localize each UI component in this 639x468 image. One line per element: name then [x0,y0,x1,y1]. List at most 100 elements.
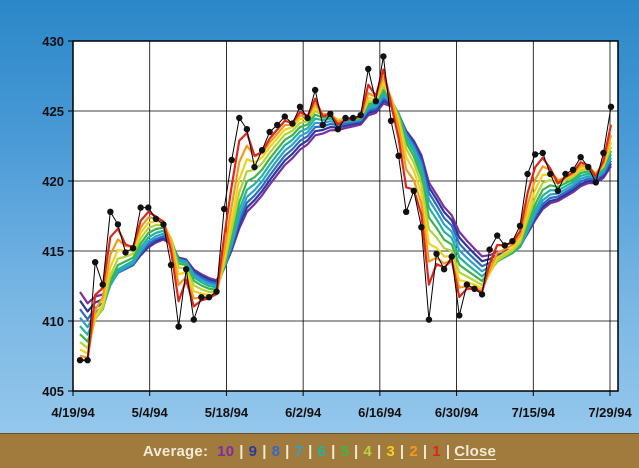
x-tick-label: 4/19/94 [51,405,95,420]
chart: 405 410 415 420 425 430 4/19/94 5/4/94 5/18/94 6/… [42,34,632,420]
x-tick-label: 5/18/94 [205,405,249,420]
price-point [433,250,440,257]
separator: | [445,442,451,460]
price-series [76,53,615,364]
average-button-2[interactable]: 2 [409,442,418,460]
price-point [251,163,258,171]
separator: | [262,442,267,460]
price-point [327,110,334,118]
price-point [562,170,569,178]
price-point [205,294,213,301]
price-point [531,151,539,158]
average-button-3[interactable]: 3 [386,442,395,460]
price-point [114,221,122,228]
average-button-10[interactable]: 10 [217,442,235,460]
x-tick-label: 5/4/94 [132,405,169,420]
average-button-4[interactable]: 4 [363,442,372,460]
price-point [334,126,342,133]
price-point [175,323,182,330]
price-point [84,357,91,364]
price-point [501,242,508,249]
average-toolbar: Average: 10 | 9 | 8 | 7 | 6 | 5 | 4 | 3 | 2 | 1 | Close [0,433,639,468]
price-point [289,120,296,127]
price-point [99,281,106,288]
close-button[interactable]: Close [454,442,497,460]
price-point [395,152,402,159]
price-point [365,65,372,73]
price-point [160,221,167,228]
price-point [183,266,190,273]
price-point [122,249,129,256]
price-point [569,166,577,173]
price-point [547,170,554,178]
price-point [129,245,137,252]
x-tick-label: 6/2/94 [285,405,322,420]
price-point [274,121,281,129]
average-button-8[interactable]: 8 [271,442,281,460]
price-point [107,208,114,215]
separator: | [422,442,428,460]
price-point [440,266,448,273]
price-point [167,261,175,269]
y-tick-label: 420 [42,174,64,189]
price-point [258,147,266,154]
price-point [478,291,486,298]
average-button-1[interactable]: 1 [432,442,441,460]
price-point [296,103,304,111]
separator: | [331,442,336,460]
price-point [516,222,524,229]
price-point [281,113,289,120]
price-point [410,187,417,194]
y-tick-label: 410 [42,314,64,329]
price-point [319,121,326,129]
separator: | [239,442,244,460]
price-point [402,208,410,215]
separator: | [354,442,359,460]
price-point [418,224,425,231]
price-point [152,215,160,222]
average-button-9[interactable]: 9 [248,442,258,460]
average-label: Average: [142,442,209,460]
price-point [91,259,99,266]
price-point [448,253,455,260]
x-tick-label: 7/15/94 [512,405,556,420]
separator: | [399,442,405,460]
price-point [311,86,319,94]
x-tick-label: 6/30/94 [435,405,479,420]
price-point [220,205,228,213]
average-buttons: 10 | 9 | 8 | 7 | 6 | 5 | 4 | 3 | 2 | 1 [214,443,444,460]
price-point [577,154,584,161]
x-tick-label: 6/16/94 [358,405,402,420]
price-point [554,187,562,194]
price-point [425,316,433,323]
price-point [357,112,364,119]
price-point [145,204,152,211]
y-tick-label: 430 [42,34,64,49]
price-point [137,204,144,211]
price-point [342,114,349,122]
price-point [607,103,615,111]
price-point [471,285,478,292]
price-point [76,357,84,364]
price-point [228,156,235,164]
price-point [380,53,387,60]
separator: | [376,442,382,460]
price-point [198,294,205,301]
y-tick-label: 415 [42,244,64,259]
price-point [592,179,600,186]
price-point [585,163,592,171]
price-point [539,149,546,157]
y-tick-label: 425 [42,104,64,119]
price-point [349,114,357,122]
price-point [304,114,311,122]
average-button-6[interactable]: 6 [317,442,327,460]
price-point [463,281,471,288]
x-tick-label: 7/29/94 [588,405,632,420]
price-point [213,288,220,295]
price-point [494,232,501,239]
average-button-7[interactable]: 7 [294,442,304,460]
separator: | [308,442,313,460]
axes: 405 410 415 420 425 430 4/19/94 5/4/94 5/18/94 6/… [42,34,632,420]
average-button-5[interactable]: 5 [340,442,350,460]
price-point [236,114,243,122]
